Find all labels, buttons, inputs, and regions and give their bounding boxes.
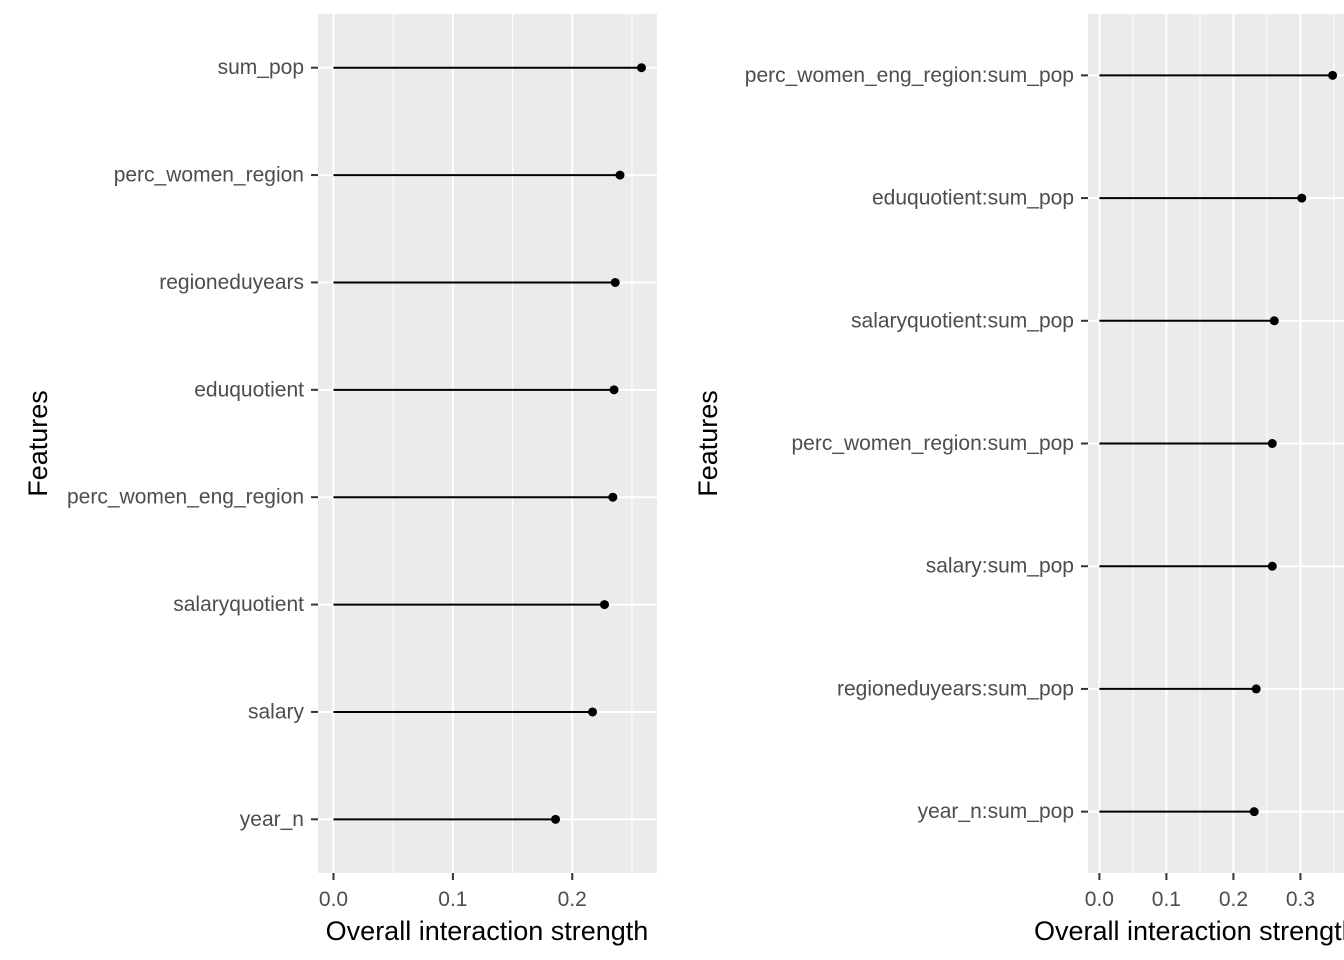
y-tick-label: salaryquotient:sum_pop [851,309,1074,332]
y-tick-label: perc_women_region:sum_pop [791,432,1074,455]
panel-background [318,14,657,873]
y-tick-label: salaryquotient [173,593,304,616]
lollipop-point [1297,193,1307,203]
lollipop-point [615,170,625,180]
x-tick-label: 0.1 [438,888,467,911]
x-tick-label: 0.1 [1152,888,1181,911]
y-tick-label: perc_women_region [114,164,304,187]
x-tick-label: 0.2 [1219,888,1248,911]
lollipop-point [599,600,609,610]
y-tick-label: salary [248,700,305,723]
y-tick-label: sum_pop [218,56,304,79]
lollipop-point [1267,561,1277,571]
x-tick-label: 0.0 [319,888,348,911]
lollipop-point [608,492,618,502]
lollipop-point [1267,439,1277,448]
y-axis-title: Features [693,390,723,497]
lollipop-point [588,707,598,717]
y-tick-label: regioneduyears:sum_pop [837,677,1074,700]
lollipop-point [1251,684,1261,694]
lollipop-point [551,814,561,824]
lollipop-point [610,277,620,287]
lollipop-point [636,63,646,73]
y-axis-title: Features [23,390,53,497]
lollipop-point [1328,70,1338,80]
x-axis-title: Overall interaction strength [1034,916,1344,946]
lollipop-point [609,385,619,395]
y-tick-label: eduquotient [194,378,304,401]
y-tick-label: regioneduyears [159,271,304,294]
y-tick-label: perc_women_eng_region:sum_pop [745,64,1074,87]
y-tick-label: salary:sum_pop [926,555,1074,578]
lollipop-point [1269,316,1279,326]
lollipop-point [1249,807,1259,817]
x-tick-label: 0.0 [1085,888,1114,911]
x-tick-label: 0.2 [558,888,587,911]
y-tick-label: year_n [240,808,304,831]
y-tick-label: year_n:sum_pop [918,800,1074,823]
y-tick-label: perc_women_eng_region [67,486,304,509]
x-axis-title: Overall interaction strength [326,916,649,946]
x-tick-label: 0.3 [1286,888,1315,911]
y-tick-label: eduquotient:sum_pop [872,187,1074,210]
chart-panel-2: perc_women_eng_region:sum_pop eduquotient… [693,14,1344,946]
chart-panel-1: sum_pop perc_women_region regioneduyears ed… [23,14,657,946]
